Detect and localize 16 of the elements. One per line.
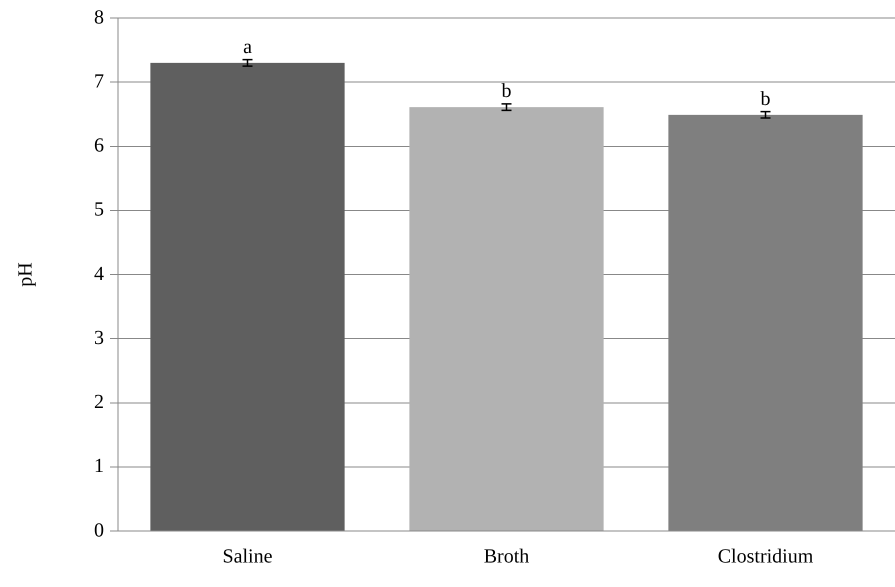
y-tick-label: 6 bbox=[94, 134, 104, 156]
y-tick-label: 8 bbox=[94, 6, 104, 28]
annotation: b bbox=[502, 80, 512, 102]
y-tick-label: 7 bbox=[94, 70, 104, 92]
annotation: b bbox=[760, 88, 770, 110]
x-tick-label: Broth bbox=[484, 545, 530, 568]
x-tick-label: Clostridium bbox=[718, 545, 814, 568]
y-tick-label: 0 bbox=[94, 519, 104, 542]
y-tick-label: 3 bbox=[94, 326, 104, 349]
annotation: a bbox=[243, 36, 252, 58]
y-axis-title: pH bbox=[14, 262, 36, 287]
y-tick-label: 1 bbox=[94, 455, 104, 478]
x-tick-label: Saline bbox=[222, 545, 273, 568]
y-tick-label: 5 bbox=[94, 198, 104, 221]
y-tick-label: 2 bbox=[94, 391, 104, 413]
y-tick-label: 4 bbox=[94, 262, 104, 285]
